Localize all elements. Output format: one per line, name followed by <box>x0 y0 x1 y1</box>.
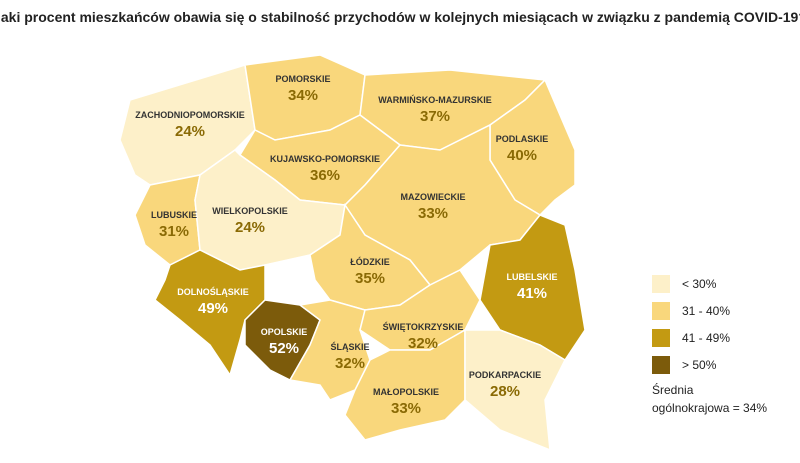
region-value: 37% <box>420 108 450 125</box>
region-value: 40% <box>507 147 537 164</box>
note: ogólnokrajowa = 34% <box>652 401 767 415</box>
note: Średnia <box>652 382 694 397</box>
region-name: PODLASKIE <box>496 134 549 144</box>
legend-label: > 50% <box>682 358 717 372</box>
region-value: 33% <box>391 400 421 417</box>
legend-swatch <box>652 302 670 320</box>
region-value: 52% <box>269 340 299 357</box>
region-name: WARMIŃSKO-MAZURSKIE <box>378 95 492 105</box>
region-value: 24% <box>235 219 265 236</box>
region-name: LUBUSKIE <box>151 210 197 220</box>
region-value: 31% <box>159 223 189 240</box>
region <box>288 299 371 401</box>
region-name: WIELKOPOLSKIE <box>212 206 288 216</box>
legend-label: 41 - 49% <box>682 331 730 345</box>
map <box>119 54 586 452</box>
region-value: 28% <box>490 383 520 400</box>
region-name: ŚLĄSKIE <box>330 341 369 352</box>
region-value: 33% <box>418 205 448 222</box>
region-value: 36% <box>310 167 340 184</box>
region-value: 24% <box>175 123 205 140</box>
region <box>359 269 481 351</box>
title: Jaki procent mieszkańców obawia się o st… <box>0 9 800 25</box>
legend: < 30% 31 - 40% 41 - 49% > 50% <box>652 275 730 374</box>
region-value: 41% <box>517 285 547 302</box>
region-name: MAZOWIECKIE <box>401 192 466 202</box>
legend-label: < 30% <box>682 277 717 291</box>
region-name: ŚWIĘTOKRZYSKIE <box>383 321 464 332</box>
region-name: DOLNOŚLĄSKIE <box>177 286 249 297</box>
region-value: 32% <box>408 335 438 352</box>
legend-swatch <box>652 329 670 347</box>
region-name: KUJAWSKO-POMORSKIE <box>270 154 380 164</box>
region-name: OPOLSKIE <box>261 327 308 337</box>
region-value: 49% <box>198 300 228 317</box>
legend-swatch <box>652 356 670 374</box>
region <box>134 174 201 266</box>
legend-swatch <box>652 275 670 293</box>
region-name: MAŁOPOLSKIE <box>373 387 439 397</box>
region-labels: ZACHODNIOPOMORSKIE 24% POMORSKIE 34% WARMIŃS… <box>135 74 557 417</box>
region-name: POMORSKIE <box>275 74 330 84</box>
region-name: PODKARPACKIE <box>469 370 541 380</box>
region-name: LUBELSKIE <box>506 272 557 282</box>
region-name: ZACHODNIOPOMORSKIE <box>135 110 245 120</box>
region-value: 32% <box>335 355 365 372</box>
region <box>464 329 566 452</box>
region <box>344 328 466 441</box>
region-value: 35% <box>355 270 385 287</box>
region <box>154 249 266 377</box>
legend-label: 31 - 40% <box>682 304 730 318</box>
region-name: ŁÓDZKIE <box>350 256 390 267</box>
region-value: 34% <box>288 87 318 104</box>
